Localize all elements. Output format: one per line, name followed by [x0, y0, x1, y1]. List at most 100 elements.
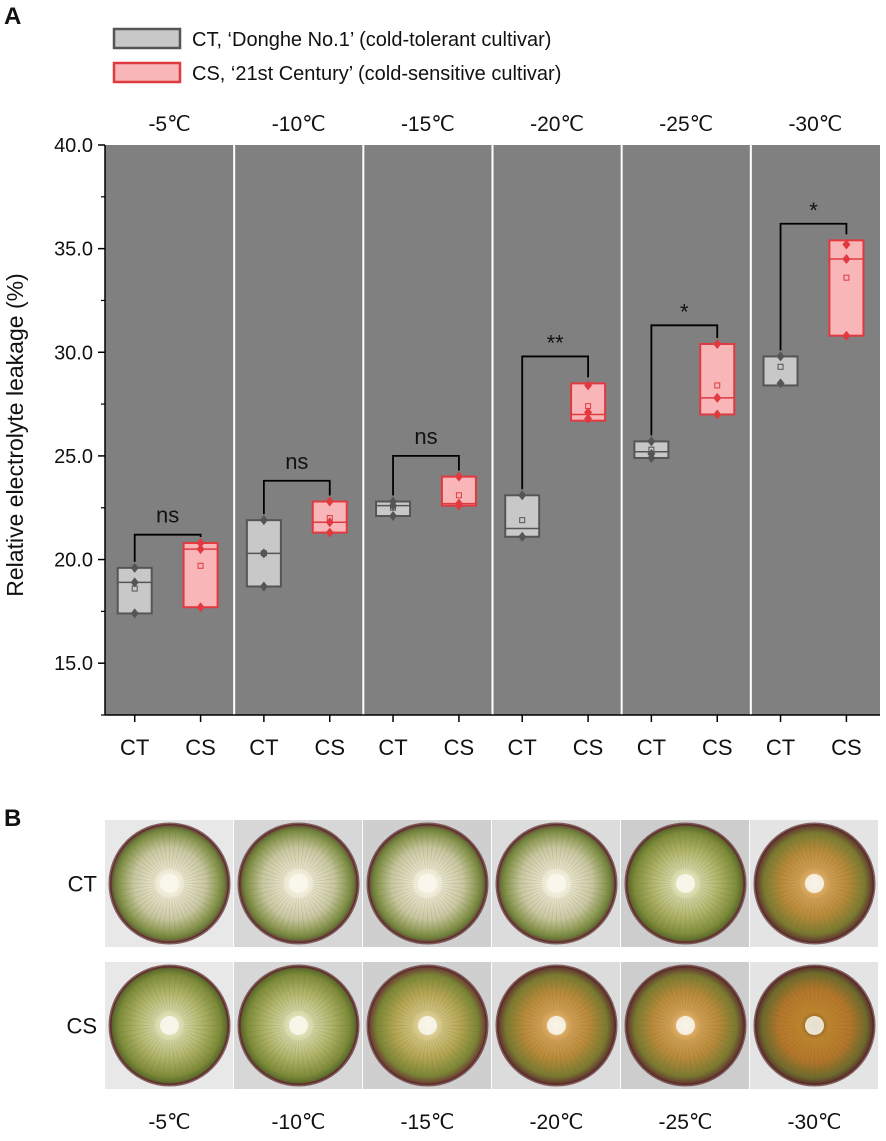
- wood-ray: [407, 1039, 423, 1073]
- wood-ray: [442, 1026, 478, 1033]
- stem-photo-ct: [105, 820, 233, 947]
- pith: [288, 1015, 309, 1036]
- wood-ray: [120, 869, 156, 881]
- wood-ray: [819, 978, 835, 1012]
- wood-ray: [570, 1030, 604, 1046]
- wood-ray: [122, 1005, 156, 1021]
- wood-ray: [180, 892, 210, 915]
- photo-temperature-label: -20℃: [530, 1111, 584, 1134]
- wood-ray: [262, 989, 289, 1016]
- wood-ray: [407, 897, 423, 931]
- wood-ray: [774, 994, 804, 1017]
- wood-ray: [119, 876, 155, 883]
- wood-ray: [788, 896, 808, 928]
- wood-ray: [686, 975, 693, 1011]
- wood-ray: [272, 1038, 292, 1070]
- data-point: [196, 537, 205, 548]
- stem-photo-cs: [750, 962, 878, 1089]
- wood-ray: [309, 852, 339, 875]
- wood-ray: [649, 893, 676, 920]
- stem-photo-ct: [363, 820, 491, 947]
- wood-ray: [767, 863, 801, 879]
- wood-ray: [645, 1034, 675, 1057]
- wood-ray: [391, 1035, 418, 1062]
- wood-ray: [699, 863, 733, 879]
- data-point: [259, 548, 268, 559]
- stem-section-photos: CT CS -5℃ -10℃ -15℃ -20℃ -25℃ -30℃: [66, 820, 878, 1134]
- wood-ray: [638, 1030, 672, 1046]
- wood-ray: [133, 989, 160, 1016]
- wood-ray: [530, 1038, 550, 1070]
- wood-ray: [267, 1036, 290, 1066]
- wood-ray: [303, 897, 319, 931]
- wood-ray: [678, 833, 685, 869]
- stem-photo-ct: [750, 820, 878, 947]
- wood-ray: [828, 1028, 864, 1040]
- wood-ray: [378, 1011, 414, 1023]
- wood-ray: [387, 1034, 417, 1057]
- wood-ray: [248, 884, 284, 891]
- wood-ray: [570, 863, 604, 879]
- wood-ray: [570, 886, 606, 898]
- wood-ray: [507, 886, 543, 898]
- wood-ray: [565, 843, 588, 873]
- wood-ray: [301, 897, 313, 933]
- wood-ray: [441, 869, 477, 881]
- wood-ray: [641, 890, 673, 910]
- wood-ray: [699, 1005, 733, 1021]
- wood-ray: [305, 839, 325, 871]
- wood-ray: [506, 876, 542, 883]
- panel-a-label: A: [4, 3, 21, 30]
- wood-ray: [307, 894, 330, 924]
- wood-ray: [180, 1034, 210, 1057]
- wood-ray: [380, 888, 414, 904]
- wood-ray: [507, 1011, 543, 1023]
- stem-photo-cs: [105, 962, 233, 1089]
- wood-ray: [258, 852, 288, 875]
- wood-ray: [440, 999, 472, 1019]
- wood-ray: [249, 869, 285, 881]
- wood-ray: [641, 999, 673, 1019]
- wood-ray: [248, 1026, 284, 1033]
- temperature-label: -15℃: [401, 113, 455, 136]
- wood-ray: [162, 1040, 169, 1076]
- wood-ray: [301, 1039, 313, 1075]
- box-ct: [762, 351, 799, 389]
- wood-ray: [530, 981, 550, 1013]
- wood-ray: [815, 975, 822, 1011]
- wood-ray: [313, 1026, 349, 1033]
- wood-ray: [180, 852, 210, 875]
- pith: [159, 1015, 180, 1036]
- wood-ray: [678, 898, 685, 934]
- wood-ray: [179, 1035, 206, 1062]
- wood-ray: [387, 892, 417, 915]
- stem-photo-cs: [492, 962, 620, 1089]
- wood-ray: [149, 978, 165, 1012]
- wood-ray: [566, 847, 593, 874]
- temperature-label: -10℃: [272, 113, 326, 136]
- wood-ray: [119, 1018, 155, 1025]
- data-point: [130, 577, 139, 588]
- wood-ray: [829, 876, 865, 883]
- wood-ray: [149, 836, 165, 870]
- wood-ray: [143, 1038, 163, 1070]
- bark-ring: [624, 964, 747, 1087]
- wood-ray: [305, 1038, 325, 1070]
- wood-ray: [817, 1039, 829, 1075]
- wood-ray: [659, 839, 679, 871]
- wood-ray: [413, 1039, 425, 1075]
- wood-ray: [391, 847, 418, 874]
- data-point: [196, 602, 205, 613]
- wood-ray: [635, 1018, 671, 1025]
- wood-ray: [441, 1030, 475, 1046]
- wood-ray: [430, 834, 442, 870]
- wood-ray: [119, 884, 155, 891]
- data-point: [842, 239, 851, 250]
- wood-ray: [638, 863, 672, 879]
- wood-ray: [380, 1005, 414, 1021]
- wood-ray: [307, 843, 330, 873]
- wood-ray: [311, 1032, 343, 1052]
- wood-ray: [436, 1036, 459, 1066]
- wood-ray: [698, 857, 730, 877]
- x-tick-label: CT: [249, 735, 278, 760]
